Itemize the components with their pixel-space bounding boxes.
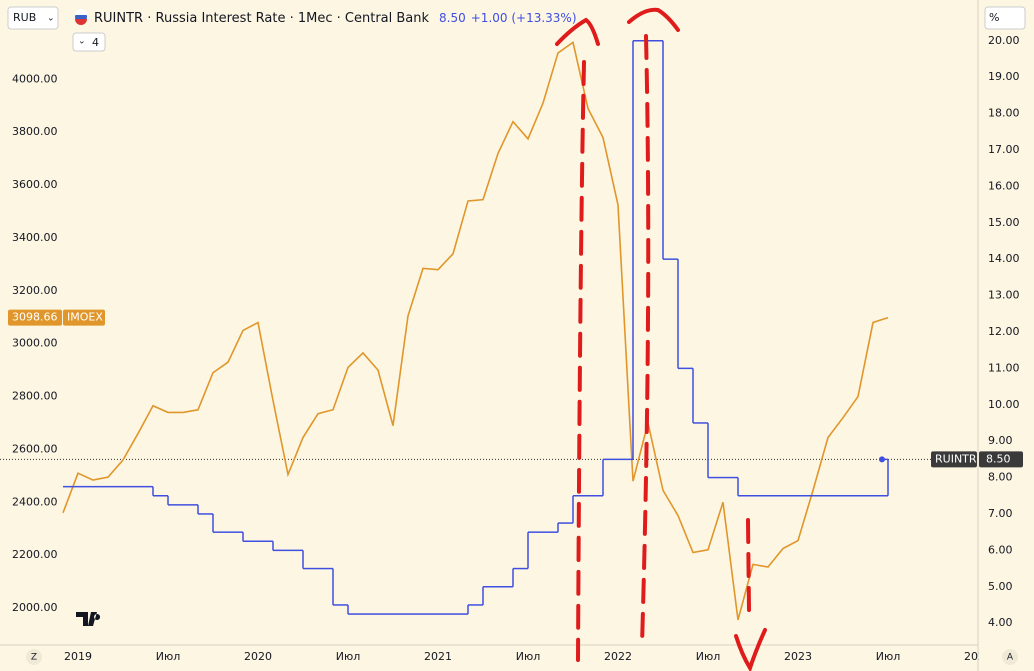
indicators-caret: ⌄ [78, 37, 86, 47]
series-tag [931, 451, 977, 468]
scale-button-label[interactable]: A [1007, 653, 1014, 663]
flag-icon-red [75, 19, 87, 25]
unit-button[interactable] [984, 6, 1026, 30]
y-tick-label: 3800.00 [12, 125, 58, 138]
x-tick-label: 2020 [244, 650, 272, 663]
annotation-cap [627, 7, 680, 32]
x-tick-label: 2021 [424, 650, 452, 663]
y2-tick-label: 19.00 [988, 70, 1020, 83]
currency-button[interactable] [7, 6, 59, 30]
x-tick-label: Июл [336, 650, 361, 663]
y2-tick-label: 20.00 [988, 34, 1020, 47]
x-tick-label: Июл [696, 650, 721, 663]
y-tick-label: 3000.00 [12, 337, 58, 350]
y-tick-label: 4000.00 [12, 72, 58, 85]
y2-tick-label: 6.00 [988, 543, 1013, 556]
x-tick-label: Июл [876, 650, 901, 663]
x-tick-label: 2023 [784, 650, 812, 663]
indicators-count[interactable]: 4 [92, 36, 99, 49]
y-tick-label: 2800.00 [12, 390, 58, 403]
y2-tick-label: 17.00 [988, 143, 1020, 156]
plot-area [0, 40, 978, 621]
series-tag-name: RUINTR [935, 452, 977, 465]
x-tick-label: Июл [156, 650, 181, 663]
y2-tick-label: 13.00 [988, 289, 1020, 302]
annotation-cap [555, 17, 600, 46]
price-tag-value: 8.50 [986, 452, 1011, 465]
annotation-v [734, 628, 767, 671]
y2-tick-label: 7.00 [988, 507, 1013, 520]
scale-button[interactable] [1002, 649, 1018, 665]
y2-tick-label: 12.00 [988, 325, 1020, 338]
annotation-dash [746, 518, 751, 612]
flag-icon-white [75, 9, 87, 15]
annotation-dash [576, 60, 586, 662]
currency-label[interactable]: RUB [13, 11, 36, 24]
header-description: Russia Interest Rate · 1Mес · Central Ba… [156, 11, 430, 26]
x-tick-label: 2019 [64, 650, 92, 663]
y2-tick-label: 15.00 [988, 216, 1020, 229]
indicators-button[interactable] [72, 32, 106, 52]
y-tick-label: 3400.00 [12, 231, 58, 244]
price-tag [979, 451, 1023, 468]
y-tick-label: 3600.00 [12, 178, 58, 191]
y2-tick-label: 5.00 [988, 580, 1013, 593]
y-tick-label: 2400.00 [12, 495, 58, 508]
y-tick-label: 2600.00 [12, 442, 58, 455]
y2-tick-label: 9.00 [988, 434, 1013, 447]
last-point [879, 456, 885, 463]
currency-caret: ⌄ [47, 14, 55, 24]
y2-tick-label: 10.00 [988, 398, 1020, 411]
header-symbol: RUINTR [94, 11, 143, 26]
series-tag [63, 309, 105, 326]
scale-button-label[interactable]: Z [31, 653, 37, 663]
scale-button[interactable] [26, 649, 42, 665]
annotation-dash [640, 34, 651, 647]
y2-tick-label: 11.00 [988, 361, 1020, 374]
header-last: 8.50 [439, 11, 466, 25]
y-tick-label: 3200.00 [12, 284, 58, 297]
unit-label[interactable]: % [989, 11, 999, 24]
x-tick-label: Июл [516, 650, 541, 663]
logo [76, 612, 101, 626]
x-tick-label: 2022 [604, 650, 632, 663]
y-tick-label: 2000.00 [12, 601, 58, 614]
price-tag [8, 309, 62, 326]
header-change: +1.00 (+13.33%) [471, 11, 577, 25]
y-tick-label: 2200.00 [12, 548, 58, 561]
series-tag-name: IMOEX [67, 311, 103, 324]
y2-tick-label: 14.00 [988, 252, 1020, 265]
series-header: RUINTR · Russia Interest Rate · 1Mес · C… [94, 11, 577, 26]
right-axis-panel [978, 0, 1034, 671]
header-sep: · [143, 11, 155, 26]
y2-tick-label: 16.00 [988, 179, 1020, 192]
price-tag-value: 3098.66 [12, 311, 58, 324]
y2-tick-label: 8.00 [988, 471, 1013, 484]
y2-tick-label: 18.00 [988, 107, 1020, 120]
y2-tick-label: 4.00 [988, 616, 1013, 629]
